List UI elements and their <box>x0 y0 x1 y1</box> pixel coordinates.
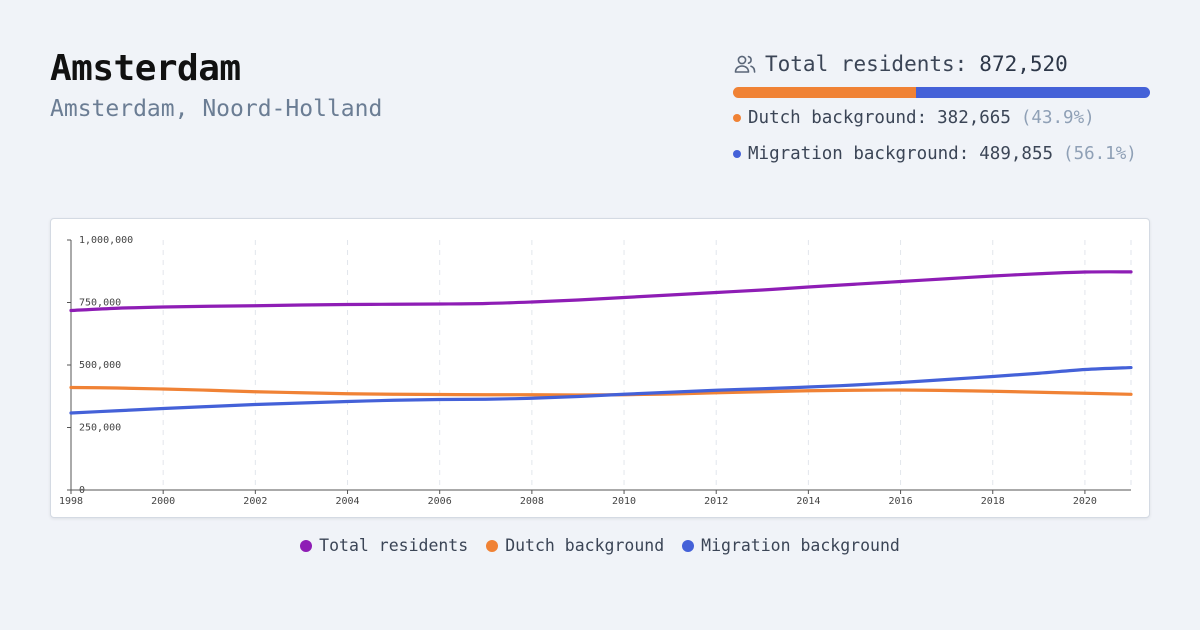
x-tick-label: 2004 <box>335 496 359 507</box>
x-tick-label: 2014 <box>796 496 820 507</box>
y-tick-label: 1,000,000 <box>79 235 133 246</box>
line-chart: 0 250,000 500,000 750,000 1,000,000 1998 2000 2… <box>59 235 1133 507</box>
dutch-background-percent: (43.9%) <box>1020 108 1095 128</box>
total-residents-row: Total residents: 872,520 <box>733 50 1150 78</box>
y-tick-label: 250,000 <box>79 423 121 434</box>
page-subtitle: Amsterdam, Noord-Holland <box>50 96 383 122</box>
x-tick-label: 2012 <box>704 496 728 507</box>
x-tick-label: 1998 <box>59 496 83 507</box>
series-line-migration-background <box>69 365 1133 415</box>
x-tick-label: 2006 <box>428 496 452 507</box>
migration-share-segment <box>916 87 1150 98</box>
dutch-background-row: Dutch background: 382,665 (43.9%) <box>733 108 1095 128</box>
users-icon <box>733 52 757 76</box>
x-tick-label: 2018 <box>981 496 1005 507</box>
chart-legend: Total residents Dutch background Migrati… <box>0 536 1200 555</box>
background-share-bar <box>733 87 1150 98</box>
legend-item-total[interactable]: Total residents <box>300 536 468 555</box>
x-tick-label: 2020 <box>1073 496 1097 507</box>
legend-item-migration[interactable]: Migration background <box>682 536 900 555</box>
legend-label-dutch: Dutch background <box>505 536 665 555</box>
y-tick-label: 0 <box>79 485 85 496</box>
x-tick-label: 2016 <box>889 496 913 507</box>
migration-background-percent: (56.1%) <box>1063 144 1137 164</box>
y-tick-label: 500,000 <box>79 360 121 371</box>
series-line-total-residents <box>69 270 1133 313</box>
dutch-background-label: Dutch background: <box>748 108 928 128</box>
migration-background-value: 489,855 <box>979 144 1054 164</box>
x-tick-label: 2000 <box>151 496 175 507</box>
dutch-share-segment <box>733 87 917 98</box>
migration-dot-icon <box>733 150 741 158</box>
legend-swatch-migration <box>682 539 695 552</box>
y-tick-label: 750,000 <box>79 298 121 309</box>
legend-swatch-total <box>300 539 313 552</box>
migration-background-label: Migration background: <box>748 144 970 164</box>
x-tick-label: 2008 <box>520 496 544 507</box>
legend-label-total: Total residents <box>319 536 469 555</box>
x-tick-label: 2002 <box>243 496 267 507</box>
total-residents-label: Total residents: <box>765 52 968 76</box>
chart-card: 0 250,000 500,000 750,000 1,000,000 1998 2000 2… <box>50 218 1150 518</box>
total-residents-value: 872,520 <box>979 52 1068 76</box>
x-tick-label: 2010 <box>612 496 636 507</box>
legend-item-dutch[interactable]: Dutch background <box>486 536 664 555</box>
resident-stats: Total residents: 872,520 Dutch backgroun… <box>733 50 1150 164</box>
legend-label-migration: Migration background <box>701 536 900 555</box>
migration-background-row: Migration background: 489,855 (56.1%) <box>733 144 1137 164</box>
legend-swatch-dutch <box>486 539 499 552</box>
dutch-dot-icon <box>733 114 741 122</box>
dutch-background-value: 382,665 <box>937 108 1011 128</box>
page-title: Amsterdam <box>50 48 241 89</box>
